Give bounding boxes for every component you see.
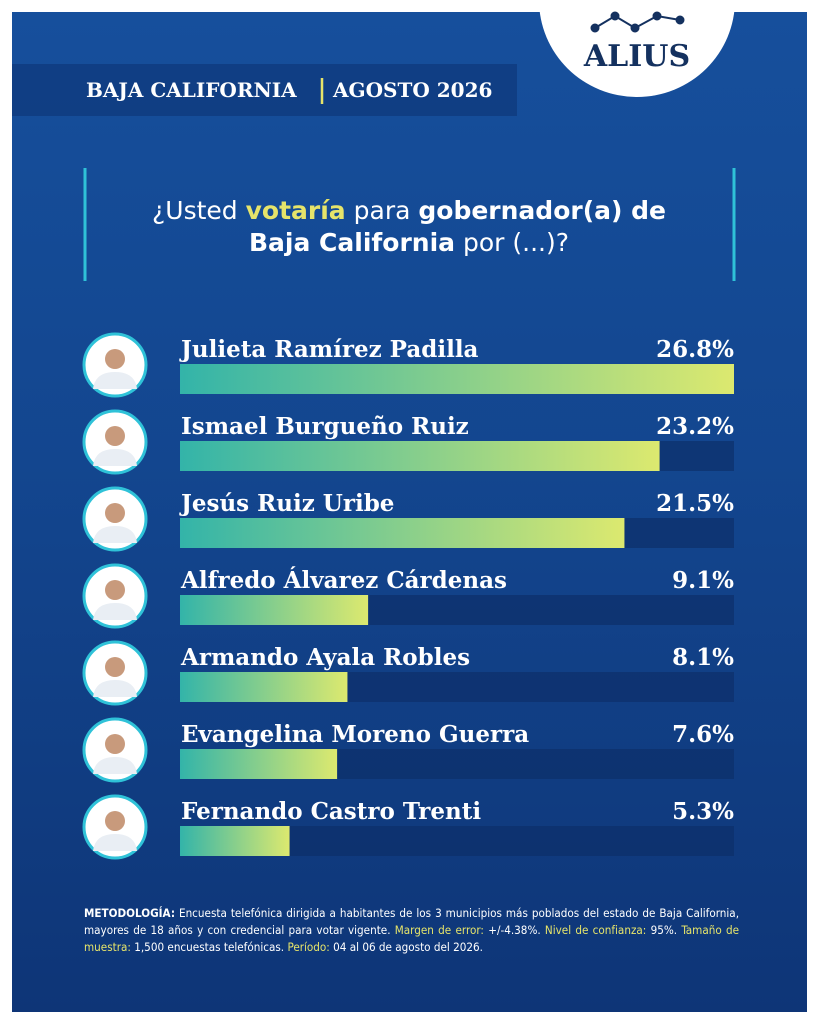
- value-label: 7.6%: [672, 721, 734, 748]
- value-label: 23.2%: [656, 413, 734, 440]
- meth-part: 04 al 06 de agosto del 2026.: [333, 940, 483, 954]
- meth-part: +/-4.38%.: [488, 923, 541, 937]
- question-line: ¿Usted votaría para gobernador(a) de: [152, 196, 666, 225]
- meth-part: Nivel de confianza:: [544, 923, 647, 937]
- avatar-body: [93, 449, 137, 466]
- value-label: 8.1%: [672, 644, 734, 671]
- candidate-name: Ismael Burgueño Ruiz: [181, 413, 469, 440]
- logo-icon: [590, 11, 685, 33]
- logo-text: ALIUS: [583, 39, 690, 74]
- meth-part: Margen de error:: [394, 923, 484, 937]
- header-band: [12, 64, 517, 116]
- candidate-name: Armando Ayala Robles: [180, 644, 470, 671]
- avatar-body: [93, 757, 137, 774]
- bar: [180, 672, 348, 702]
- bar: [180, 364, 734, 394]
- candidate-name: Julieta Ramírez Padilla: [179, 336, 479, 363]
- candidate-name: Fernando Castro Trenti: [181, 798, 481, 825]
- meth-part: 1,500 encuestas telefónicas.: [134, 940, 285, 954]
- question-part: para: [354, 196, 411, 225]
- avatar-body: [93, 680, 137, 697]
- question-line: Baja California por (...)?: [249, 228, 569, 257]
- question-part: Baja California: [249, 228, 455, 257]
- question-part: ¿Usted: [152, 196, 238, 225]
- bar: [180, 826, 290, 856]
- candidate-name: Evangelina Moreno Guerra: [181, 721, 529, 748]
- logo-badge: [539, 0, 735, 97]
- bar: [180, 595, 369, 625]
- bar: [180, 441, 660, 471]
- avatar-head: [105, 426, 125, 446]
- avatar-body: [93, 526, 137, 543]
- avatar-head: [105, 580, 125, 600]
- meth-part: Período:: [287, 940, 330, 954]
- meth-part: METODOLOGÍA:: [84, 906, 176, 920]
- region: BAJA CALIFORNIA: [86, 78, 297, 102]
- avatar-head: [105, 349, 125, 369]
- avatar-head: [105, 734, 125, 754]
- avatar-body: [93, 834, 137, 851]
- bar: [180, 518, 625, 548]
- meth-part: Encuesta telefónica dirigida a habitante…: [84, 906, 740, 937]
- avatar-body: [93, 372, 137, 389]
- value-label: 26.8%: [656, 336, 734, 363]
- avatar-body: [93, 603, 137, 620]
- methodology: METODOLOGÍA: Encuesta telefónica dirigid…: [84, 905, 739, 956]
- candidate-name: Alfredo Álvarez Cárdenas: [180, 567, 507, 594]
- value-label: 5.3%: [672, 798, 734, 825]
- question-part: gobernador(a) de: [418, 196, 666, 225]
- question-part: por (...)?: [463, 228, 569, 257]
- avatar-head: [105, 657, 125, 677]
- avatar-head: [105, 503, 125, 523]
- avatar-head: [105, 811, 125, 831]
- value-label: 21.5%: [656, 490, 734, 517]
- meth-part: 95%.: [650, 923, 678, 937]
- candidate-name: Jesús Ruiz Uribe: [179, 490, 394, 517]
- question-part: votaría: [246, 196, 346, 225]
- value-label: 9.1%: [672, 567, 734, 594]
- date: AGOSTO 2026: [332, 78, 492, 102]
- meth-part: Tamaño de muestra:: [84, 923, 740, 954]
- bar: [180, 749, 338, 779]
